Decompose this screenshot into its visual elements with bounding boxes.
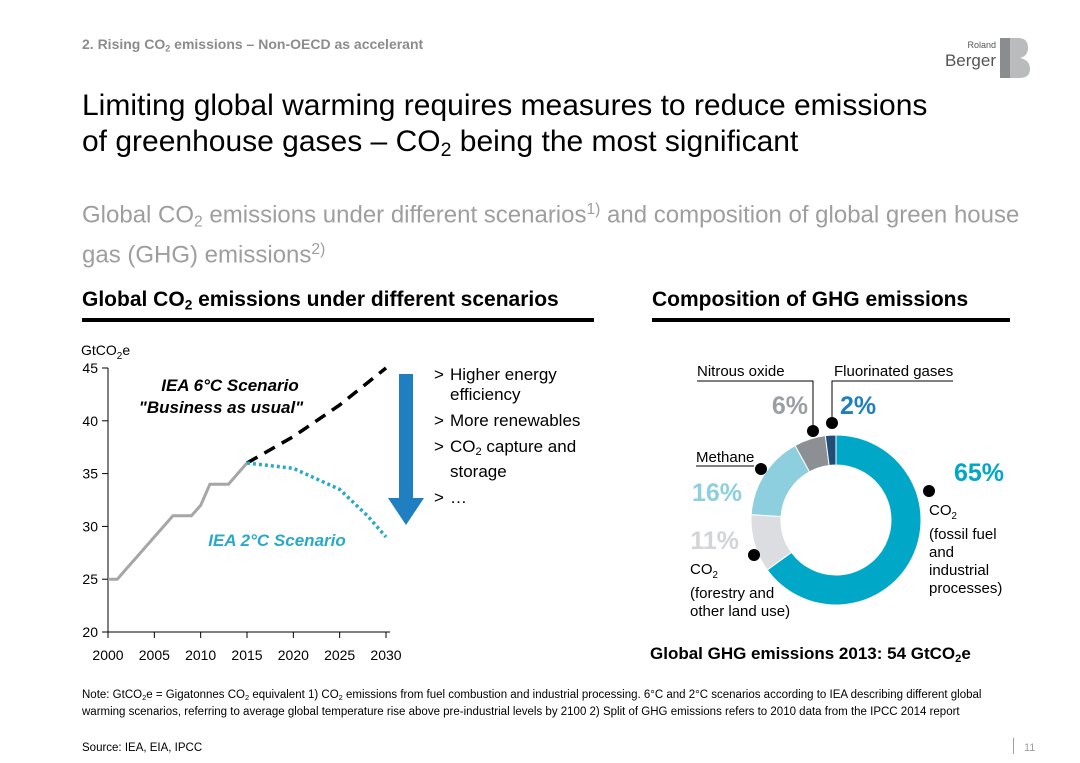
x-tick-label: 2015 xyxy=(231,647,262,663)
x-tick-label: 2030 xyxy=(370,647,401,663)
methane-pct: 16% xyxy=(692,479,742,507)
y-tick-label: 20 xyxy=(82,624,98,640)
co2-forestry-name: CO2 xyxy=(690,561,718,581)
methane-name: Methane xyxy=(696,449,754,466)
co2-fossil-pct: 65% xyxy=(954,459,1004,487)
bullet-marker: > xyxy=(434,487,444,507)
footnote: Note: GtCO2e = Gigatonnes CO2 equivalent… xyxy=(82,689,982,718)
measure-text: More renewables xyxy=(450,411,581,430)
co2-fossil-desc: industrial xyxy=(929,562,989,579)
y-tick-label: 35 xyxy=(82,466,98,482)
y-tick-label: 25 xyxy=(82,571,98,587)
series-line-solid xyxy=(108,462,249,581)
measure-item: > More renewables xyxy=(434,411,614,431)
ghg-total-label: Global GHG emissions 2013: 54 GtCO2e xyxy=(650,644,971,665)
co2-fossil-name: CO2 xyxy=(929,502,957,522)
roland-berger-logo: Roland Berger xyxy=(945,38,1030,78)
fluorinated-pct: 2% xyxy=(840,392,876,420)
measures-list: > Higher energy efficiency > More renewable… xyxy=(434,365,614,514)
co2-forestry-marker xyxy=(748,549,760,561)
fluorinated-name: Fluorinated gases xyxy=(834,363,953,380)
co2-forestry-desc: (forestry and xyxy=(690,585,774,602)
x-tick-label: 2000 xyxy=(92,647,123,663)
co2-fossil-desc: and xyxy=(929,544,954,561)
measure-text: Higher energy efficiency xyxy=(450,365,557,404)
methane-marker xyxy=(755,463,767,475)
y-tick-label: 40 xyxy=(82,413,98,429)
co2-fossil-desc: (fossil fuel xyxy=(929,526,997,543)
scenario-6c-label: IEA 6°C Scenario xyxy=(161,376,299,395)
page-title: Limiting global warming requires measure… xyxy=(82,89,928,161)
nitrous-name: Nitrous oxide xyxy=(697,363,785,380)
right-panel-rule xyxy=(652,318,1010,322)
bullet-marker: > xyxy=(434,365,444,384)
source-note: Source: IEA, EIA, IPCC xyxy=(82,742,203,754)
nitrous-pct: 6% xyxy=(772,392,808,420)
fluorinated-leader xyxy=(831,380,953,417)
co2-fossil-desc: processes) xyxy=(929,580,1002,597)
series-line-dotted xyxy=(246,461,388,539)
logo-text-berger: Berger xyxy=(945,51,996,70)
measure-item: >… xyxy=(434,488,614,508)
bullet-marker: > xyxy=(434,437,444,456)
co2-forestry-desc: other land use) xyxy=(690,603,790,620)
measure-item: > Higher energy efficiency xyxy=(434,365,614,405)
co2-fossil-marker xyxy=(923,485,935,497)
page-divider xyxy=(1013,738,1014,754)
fluorinated-marker xyxy=(826,417,838,429)
x-tick-label: 2020 xyxy=(278,647,309,663)
scenario-2c-label: IEA 2°C Scenario xyxy=(208,531,346,550)
measure-text: CO xyxy=(450,437,476,456)
logo-b-stem xyxy=(1000,38,1010,78)
logo-b-bowl xyxy=(1010,38,1030,78)
left-panel-rule xyxy=(82,318,594,322)
y-tick-label: 30 xyxy=(82,518,98,534)
y-axis-unit-label: GtCO2e xyxy=(81,342,130,362)
nitrous-marker xyxy=(807,425,819,437)
x-tick-label: 2010 xyxy=(185,647,216,663)
section-label: 2. Rising CO2 emissions – Non-OECD as ac… xyxy=(82,36,424,54)
left-panel-title: Global CO2 emissions under different sce… xyxy=(82,288,559,313)
page-number: 11 xyxy=(1024,742,1036,754)
bullet-marker: > xyxy=(434,411,444,430)
reduction-arrow xyxy=(388,374,424,525)
series-line-dashed xyxy=(246,366,388,465)
donut-slice xyxy=(824,434,837,466)
measure-item: > CO2 capture and storage xyxy=(434,437,577,481)
y-tick-label: 45 xyxy=(82,360,98,376)
scenario-6c-sublabel: "Business as usual" xyxy=(139,398,304,417)
donut-slice xyxy=(766,434,922,606)
logo-text-roland: Roland xyxy=(967,40,996,50)
measure-text: … xyxy=(450,487,467,507)
co2-forestry-pct: 11% xyxy=(690,527,739,555)
right-panel-title: Composition of GHG emissions xyxy=(652,288,969,311)
page-subtitle: Global CO2 emissions under different sce… xyxy=(82,201,1020,270)
nitrous-leader xyxy=(697,380,814,425)
x-tick-label: 2025 xyxy=(324,647,355,663)
x-tick-label: 2005 xyxy=(139,647,170,663)
